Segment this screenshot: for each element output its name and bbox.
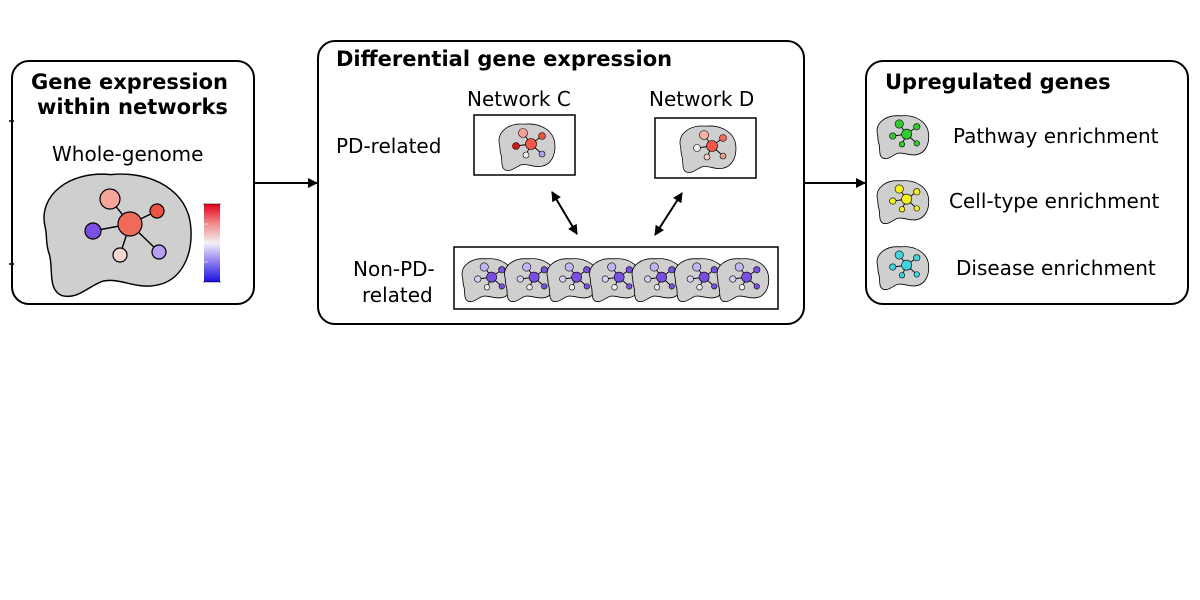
compare-arrow-d bbox=[654, 192, 683, 236]
non-pd-network-icon bbox=[674, 258, 727, 303]
network-c-icon bbox=[498, 123, 556, 171]
middle-panel-title: Differential gene expression bbox=[336, 47, 673, 71]
network-d-label: Network D bbox=[649, 87, 755, 111]
left-panel-title-line2: within networks bbox=[37, 95, 228, 119]
compare-arrow-c bbox=[551, 191, 578, 235]
disease-enrichment-label: Disease enrichment bbox=[956, 256, 1156, 280]
left-panel-title-line1: Gene expression bbox=[31, 70, 228, 94]
network-d-icon bbox=[679, 125, 737, 173]
network-c-label: Network C bbox=[467, 87, 571, 111]
non-pd-network-icon bbox=[546, 258, 600, 303]
expression-colorbar bbox=[203, 203, 221, 283]
pathway-enrichment-label: Pathway enrichment bbox=[953, 124, 1159, 148]
non-pd-label-line2: related bbox=[362, 283, 433, 307]
pd-related-label: PD-related bbox=[336, 134, 442, 158]
enrichment-network-icon bbox=[876, 246, 930, 291]
non-pd-network-icon bbox=[631, 258, 685, 303]
enrichment-network-icon bbox=[876, 115, 930, 160]
non-pd-label-line1: Non-PD- bbox=[353, 257, 435, 281]
whole-genome-network-nodes bbox=[84, 188, 167, 263]
non-pd-network-icon bbox=[589, 258, 642, 303]
non-pd-network-icon bbox=[504, 258, 557, 303]
non-pd-network-row bbox=[461, 258, 770, 303]
enrichment-icons bbox=[876, 115, 930, 291]
right-panel-title: Upregulated genes bbox=[885, 70, 1111, 94]
non-pd-network-icon bbox=[461, 258, 515, 303]
whole-genome-label: Whole-genome bbox=[52, 142, 204, 166]
non-pd-network-icon bbox=[716, 258, 770, 303]
enrichment-network-icon bbox=[876, 180, 930, 225]
cell-type-enrichment-label: Cell-type enrichment bbox=[949, 189, 1160, 213]
